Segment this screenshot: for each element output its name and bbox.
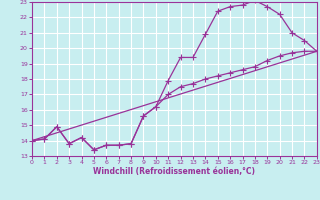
X-axis label: Windchill (Refroidissement éolien,°C): Windchill (Refroidissement éolien,°C) xyxy=(93,167,255,176)
